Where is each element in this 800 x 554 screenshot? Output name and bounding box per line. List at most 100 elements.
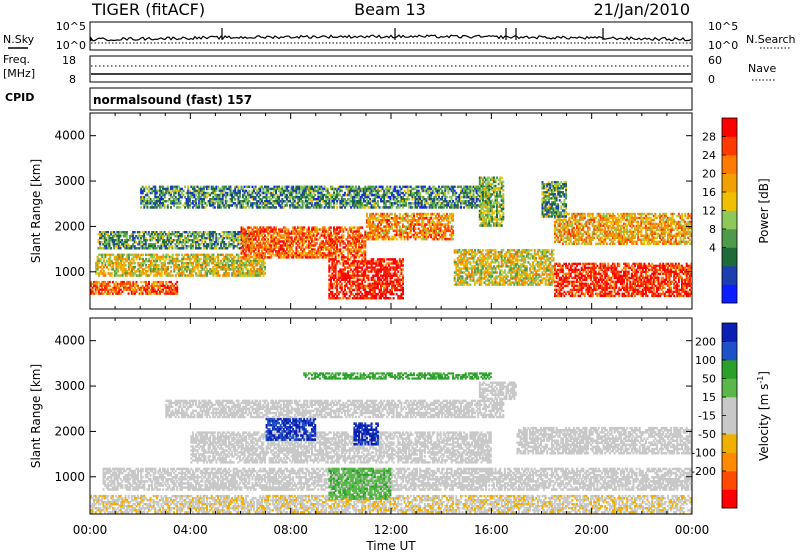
echo-cell	[380, 294, 382, 298]
echo-cell	[380, 292, 382, 296]
echo-cell	[115, 286, 118, 289]
echo-cell	[475, 279, 478, 282]
echo-cell	[273, 228, 276, 231]
echo-cell	[494, 253, 497, 256]
echo-cell	[165, 233, 168, 236]
echo-cell	[452, 212, 455, 216]
echo-cell	[149, 268, 152, 271]
echo-cell	[304, 232, 307, 235]
echo-cell	[337, 292, 340, 296]
echo-cell	[342, 262, 345, 265]
echo-cell	[460, 251, 462, 254]
echo-cell	[328, 252, 331, 255]
echo-cell	[347, 297, 350, 300]
echo-cell	[166, 292, 169, 295]
echo-cell	[137, 286, 139, 289]
echo-cell	[284, 256, 287, 259]
echo-cell	[345, 272, 348, 275]
echo-cell	[273, 244, 276, 247]
echo-cell	[535, 253, 538, 256]
echo-cell	[406, 233, 409, 237]
echo-cell	[359, 242, 362, 245]
echo-cell	[588, 270, 591, 274]
echo-cell	[527, 273, 530, 276]
echo-cell	[510, 277, 513, 280]
echo-cell	[119, 235, 122, 238]
echo-cell	[398, 212, 401, 216]
echo-cell	[102, 280, 105, 284]
echo-cell	[111, 292, 114, 295]
echo-cell	[207, 257, 210, 261]
echo-cell	[309, 234, 312, 237]
echo-cell	[554, 264, 556, 268]
echo-cell	[369, 214, 372, 218]
echo-cell	[168, 235, 171, 238]
echo-cell	[527, 255, 530, 258]
echo-cell	[301, 234, 304, 237]
echo-cell	[535, 283, 538, 286]
echo-cell	[513, 255, 516, 258]
echo-cell	[373, 282, 376, 286]
echo-cell	[248, 248, 251, 251]
echo-cell	[334, 240, 337, 243]
echo-cell	[571, 276, 574, 280]
echo-cell	[248, 246, 251, 249]
echo-cell	[328, 294, 331, 298]
echo-cell	[342, 294, 345, 298]
echo-cell	[249, 244, 252, 247]
echo-cell	[481, 277, 484, 280]
echo-cell	[215, 268, 218, 271]
echo-cell	[447, 229, 450, 233]
echo-cell	[109, 274, 112, 277]
echo-cell	[253, 246, 255, 249]
echo-cell	[466, 261, 469, 264]
echo-cell	[336, 260, 339, 263]
echo-cell	[166, 284, 169, 288]
echo-cell	[144, 290, 147, 293]
echo-cell	[243, 261, 246, 265]
echo-cell	[126, 257, 129, 261]
echo-cell	[94, 288, 97, 291]
echo-cell	[369, 223, 372, 226]
echo-cell	[508, 281, 511, 284]
echo-cell	[544, 277, 547, 280]
echo-cell	[481, 253, 484, 256]
echo-cell	[613, 268, 616, 272]
echo-cell	[311, 238, 313, 241]
echo-cell	[397, 270, 400, 273]
echo-cell	[290, 254, 293, 257]
echo-cell	[442, 223, 445, 226]
echo-cell	[350, 274, 353, 277]
echo-cell	[369, 260, 372, 263]
echo-cell	[223, 247, 226, 250]
echo-cell	[203, 257, 205, 261]
echo-cell	[240, 259, 243, 263]
echo-cell	[605, 278, 608, 282]
echo-cell	[248, 270, 251, 273]
echo-cell	[179, 241, 182, 244]
echo-cell	[155, 290, 158, 293]
echo-cell	[132, 280, 135, 284]
echo-cell	[568, 290, 571, 294]
echo-cell	[152, 255, 155, 259]
echo-cell	[157, 270, 160, 273]
echo-cell	[521, 257, 524, 260]
echo-cell	[340, 282, 343, 286]
echo-cell	[107, 243, 109, 246]
echo-cell	[271, 228, 274, 231]
echo-cell	[397, 282, 400, 286]
echo-cell	[117, 243, 120, 246]
echo-cell	[576, 284, 578, 288]
echo-cell	[95, 268, 97, 271]
echo-cell	[235, 237, 238, 240]
echo-cell	[146, 284, 149, 288]
echo-cell	[171, 288, 174, 291]
echo-cell	[215, 274, 218, 277]
echo-cell	[129, 286, 132, 289]
echo-cell	[356, 226, 359, 229]
echo-cell	[372, 225, 375, 228]
echo-cell	[318, 252, 321, 255]
echo-cell	[328, 286, 331, 290]
echo-cell	[466, 277, 469, 280]
echo-cell	[373, 217, 376, 220]
